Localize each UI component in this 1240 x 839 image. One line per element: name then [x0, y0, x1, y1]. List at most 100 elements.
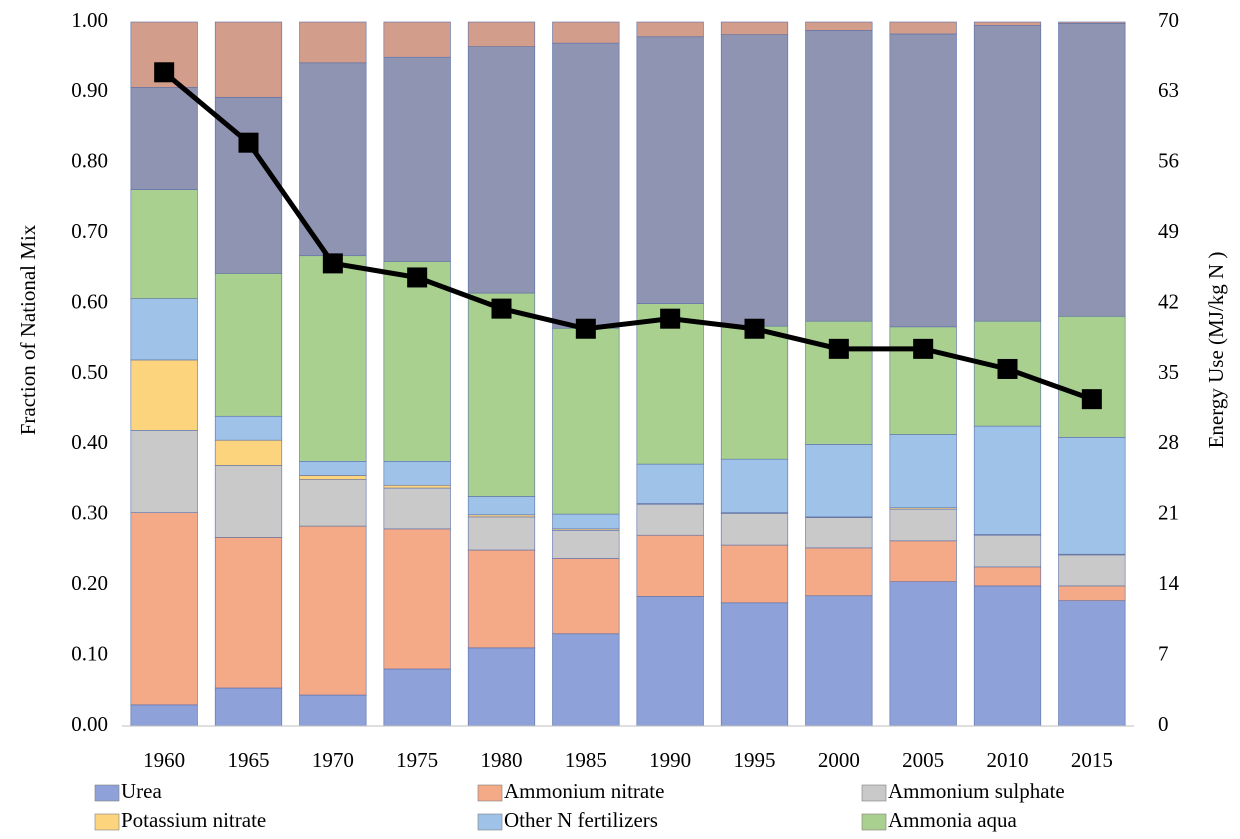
bar-segment: [636, 463, 704, 504]
bar-segment: [552, 42, 620, 329]
line-marker: [238, 132, 259, 153]
y2-tick-label: 49: [1158, 219, 1179, 243]
legend-swatch: [477, 813, 503, 831]
bar-segment: [214, 273, 283, 417]
bar-segment: [383, 528, 451, 670]
y2-tick-label: 70: [1158, 8, 1179, 32]
bar-segment: [130, 359, 198, 431]
bar-segment: [130, 298, 198, 361]
bar-segment: [214, 465, 283, 538]
bar-segment: [720, 513, 789, 546]
bar-segment: [805, 595, 873, 727]
bar-segment: [1058, 554, 1126, 587]
line-marker: [1081, 389, 1102, 410]
bar-segment: [636, 503, 704, 536]
y-tick-label: 1.00: [71, 8, 108, 32]
x-tick-label: 2015: [1071, 748, 1113, 772]
line: [162, 70, 1093, 402]
bar-segment: [299, 21, 367, 64]
bar-segment: [214, 537, 283, 689]
y2-tick-label: 56: [1158, 149, 1179, 173]
line-marker: [491, 298, 512, 319]
y-tick-label: 0.20: [71, 571, 108, 595]
bar-segment: [383, 668, 451, 727]
bar-segment: [1058, 437, 1126, 555]
bar-segment: [467, 46, 536, 294]
bar-segment: [214, 439, 283, 466]
y-tick-label: 0.60: [71, 289, 108, 313]
bar-segment: [1058, 21, 1126, 24]
bar-segment: [552, 633, 620, 727]
bar-segment: [467, 647, 536, 727]
bar-segment: [299, 479, 367, 527]
legend-label: Urea: [121, 779, 162, 803]
legend-swatch: [861, 813, 887, 831]
line-marker: [997, 358, 1018, 379]
y-tick-label: 0.10: [71, 641, 108, 665]
bar-segment: [636, 596, 704, 727]
bar-segment: [636, 303, 704, 465]
bar-segment: [889, 33, 957, 328]
bar-segment: [467, 292, 536, 497]
bar-segment: [973, 566, 1042, 587]
bar-segment: [552, 529, 620, 559]
line-marker: [660, 308, 681, 329]
x-tick-label: 2010: [987, 748, 1029, 772]
x-tick-label: 1975: [396, 748, 438, 772]
legend-label: Ammonia aqua: [888, 808, 1018, 832]
x-tick-label: 1985: [565, 748, 607, 772]
bar-segment: [130, 430, 198, 513]
bar-segment: [299, 255, 367, 462]
bar-segment: [973, 21, 1042, 26]
bar-segment: [636, 36, 704, 304]
bar-segment: [1058, 315, 1126, 438]
x-tick-label: 1995: [734, 748, 776, 772]
y2-tick-label: 21: [1158, 501, 1179, 525]
bar-segment: [214, 687, 283, 727]
bar-segment: [552, 21, 620, 44]
bar-segment: [299, 694, 367, 727]
bar-segment: [299, 62, 367, 257]
y2-tick-label: 63: [1158, 78, 1179, 102]
line-marker: [744, 318, 765, 339]
legend-label: Ammonium nitrate: [504, 779, 664, 803]
bar-segment: [720, 458, 789, 513]
bar-segment: [383, 484, 451, 489]
line-marker: [322, 253, 343, 274]
bar-segment: [383, 261, 451, 462]
bar-segment: [889, 434, 957, 509]
bar-segment: [889, 581, 957, 727]
line-marker: [913, 338, 934, 359]
y2-axis-title: Energy Use (MJ/kg N ): [1204, 252, 1228, 449]
bar-segment: [720, 34, 789, 327]
y-axis-title: Fraction of National Mix: [16, 224, 40, 435]
y2-tick-label: 42: [1158, 289, 1179, 313]
bar-segment: [299, 460, 367, 476]
bar-segment: [636, 534, 704, 597]
y-tick-label: 0.70: [71, 219, 108, 243]
bar-segment: [383, 460, 451, 486]
x-tick-label: 1980: [481, 748, 523, 772]
bar-segment: [805, 21, 873, 31]
legend-swatch: [94, 813, 120, 831]
legend-swatch: [94, 784, 120, 802]
bar-segment: [214, 21, 283, 98]
legend-swatch: [861, 784, 887, 802]
bar-segment: [889, 508, 957, 542]
bar-segment: [720, 602, 789, 727]
bar-segment: [973, 425, 1042, 535]
x-tick-label: 1965: [228, 748, 270, 772]
line-marker: [575, 318, 596, 339]
bar-segment: [130, 189, 198, 299]
y-tick-label: 0.90: [71, 78, 108, 102]
bar-segment: [467, 21, 536, 47]
legend-swatch: [477, 784, 503, 802]
bar-segment: [214, 415, 283, 441]
x-tick-label: 1970: [312, 748, 354, 772]
bar-segment: [1058, 23, 1126, 317]
bar-segment: [889, 21, 957, 35]
y-tick-label: 0.00: [71, 712, 108, 736]
y2-tick-label: 28: [1158, 430, 1179, 454]
y2-tick-label: 7: [1158, 641, 1169, 665]
